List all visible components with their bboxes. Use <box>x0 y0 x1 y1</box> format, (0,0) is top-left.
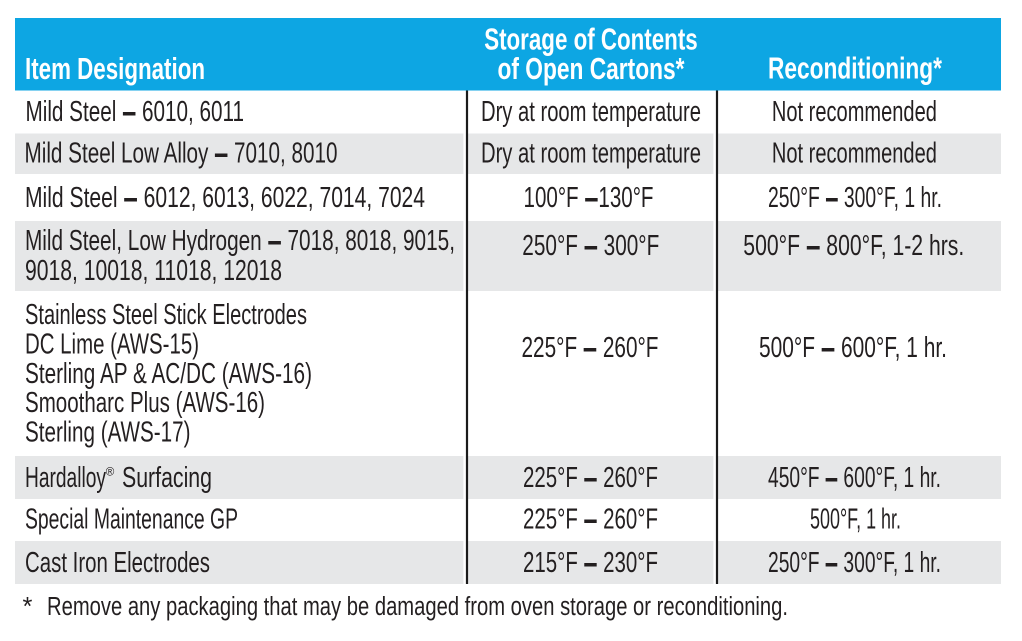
svg-text:Sterling AP & AC/DC (AWS-16): Sterling AP & AC/DC (AWS-16) <box>25 358 312 390</box>
svg-text:Mild Steel – 6010, 6011: Mild Steel – 6010, 6011 <box>26 92 245 131</box>
svg-text:DC Lime (AWS-15): DC Lime (AWS-15) <box>25 328 199 360</box>
svg-text:Sterling (AWS-17): Sterling (AWS-17) <box>25 417 191 449</box>
svg-text:450°F – 600°F, 1 hr.: 450°F – 600°F, 1 hr. <box>768 458 941 497</box>
svg-text:Not recommended: Not recommended <box>772 96 937 128</box>
svg-text:of Open Cartons*: of Open Cartons* <box>498 51 686 86</box>
svg-text:250°F – 300°F: 250°F – 300°F <box>522 226 659 265</box>
svg-text:Reconditioning*: Reconditioning* <box>768 51 943 86</box>
svg-text:Surfacing: Surfacing <box>122 462 212 494</box>
svg-text:500°F, 1 hr.: 500°F, 1 hr. <box>810 503 901 535</box>
svg-text:250°F – 300°F, 1 hr.: 250°F – 300°F, 1 hr. <box>768 543 941 582</box>
svg-text:Special Maintenance GP: Special Maintenance GP <box>25 503 238 535</box>
svg-text:Item Designation: Item Designation <box>25 51 205 86</box>
svg-text:Not recommended: Not recommended <box>772 138 937 170</box>
svg-text:215°F – 230°F: 215°F – 230°F <box>523 543 658 582</box>
svg-text:225°F – 260°F: 225°F – 260°F <box>522 328 659 367</box>
svg-text:®: ® <box>106 466 115 479</box>
svg-text:500°F – 600°F, 1 hr.: 500°F – 600°F, 1 hr. <box>759 328 947 367</box>
svg-text:Smootharc Plus (AWS-16): Smootharc Plus (AWS-16) <box>25 387 265 419</box>
svg-text:Hardalloy: Hardalloy <box>25 462 107 494</box>
svg-text:225°F – 260°F: 225°F – 260°F <box>523 458 658 497</box>
svg-text:250°F – 300°F, 1 hr.: 250°F – 300°F, 1 hr. <box>768 178 942 217</box>
svg-text:Mild Steel, Low Hydrogen – 701: Mild Steel, Low Hydrogen – 7018, 8018, 9… <box>25 221 455 260</box>
svg-text:100°F –130°F: 100°F –130°F <box>524 178 654 217</box>
svg-text:Mild Steel – 6012, 6013, 6022,: Mild Steel – 6012, 6013, 6022, 7014, 702… <box>25 178 425 217</box>
svg-text:Dry at room temperature: Dry at room temperature <box>481 138 701 170</box>
svg-text:9018, 10018, 11018, 12018: 9018, 10018, 11018, 12018 <box>25 255 282 287</box>
svg-text:Cast Iron Electrodes: Cast Iron Electrodes <box>25 547 210 579</box>
svg-text:Dry at room temperature: Dry at room temperature <box>481 96 701 128</box>
svg-text:225°F – 260°F: 225°F – 260°F <box>523 499 658 538</box>
svg-text:Stainless Steel Stick Electrod: Stainless Steel Stick Electrodes <box>25 299 307 331</box>
svg-text:Mild Steel Low Alloy – 7010, 8: Mild Steel Low Alloy – 7010, 8010 <box>25 134 338 173</box>
svg-text:Remove any packaging that may: Remove any packaging that may be damaged… <box>47 593 788 621</box>
svg-text:500°F – 800°F, 1-2 hrs.: 500°F – 800°F, 1-2 hrs. <box>743 226 964 265</box>
svg-text:Storage of Contents: Storage of Contents <box>484 21 698 56</box>
svg-text:*: * <box>23 593 33 621</box>
